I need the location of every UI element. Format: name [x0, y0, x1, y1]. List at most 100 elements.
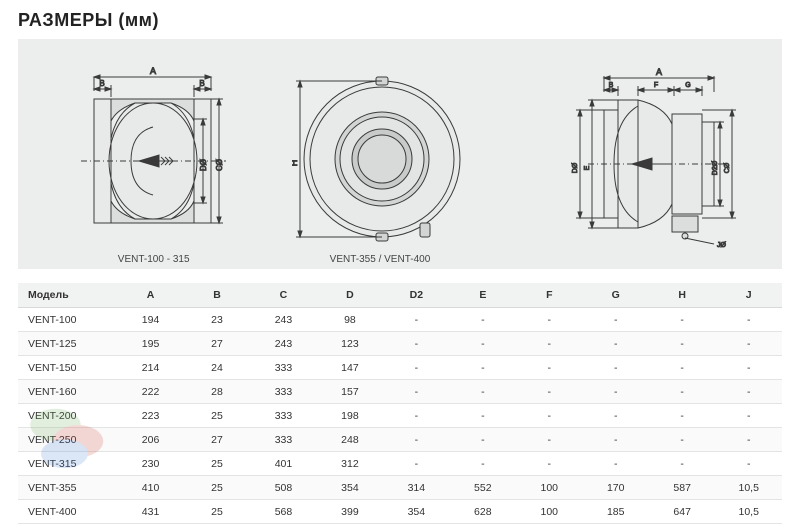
table-cell: -	[450, 452, 516, 476]
table-cell: -	[516, 404, 582, 428]
svg-text:B: B	[608, 82, 613, 89]
table-cell: 333	[250, 404, 316, 428]
col-header: A	[117, 283, 183, 308]
table-cell: 24	[184, 356, 250, 380]
table-cell: -	[516, 452, 582, 476]
table-cell: -	[450, 428, 516, 452]
table-cell: 628	[450, 500, 516, 524]
svg-text:A: A	[150, 66, 156, 76]
table-cell: 100	[516, 476, 582, 500]
table-cell: 354	[317, 476, 383, 500]
table-cell: -	[383, 404, 449, 428]
table-cell: -	[383, 332, 449, 356]
diagram-vent-small: A B B	[61, 63, 246, 248]
svg-text:JØ: JØ	[717, 242, 727, 249]
table-cell: -	[649, 404, 715, 428]
table-cell: 214	[117, 356, 183, 380]
diagram-vent-large-side: A B F G	[514, 66, 739, 251]
table-cell: 333	[250, 380, 316, 404]
table-cell: 98	[317, 308, 383, 332]
svg-text:E: E	[584, 165, 591, 170]
table-cell: -	[715, 380, 782, 404]
table-cell: -	[715, 356, 782, 380]
col-header: D2	[383, 283, 449, 308]
table-cell: VENT-100	[18, 308, 117, 332]
table-row: VENT-20022325333198------	[18, 404, 782, 428]
table-cell: -	[516, 356, 582, 380]
table-cell: 147	[317, 356, 383, 380]
table-cell: 354	[383, 500, 449, 524]
table-cell: 195	[117, 332, 183, 356]
table-row: VENT-1001942324398------	[18, 308, 782, 332]
table-cell: 401	[250, 452, 316, 476]
svg-text:H: H	[292, 160, 299, 167]
svg-text:B: B	[199, 79, 204, 88]
table-cell: 23	[184, 308, 250, 332]
table-cell: 314	[383, 476, 449, 500]
svg-text:B: B	[99, 79, 104, 88]
svg-text:DØ: DØ	[572, 162, 579, 173]
table-cell: 25	[184, 452, 250, 476]
table-cell: 312	[317, 452, 383, 476]
table-cell: 647	[649, 500, 715, 524]
table-cell: -	[583, 332, 649, 356]
table-cell: -	[715, 332, 782, 356]
table-cell: -	[383, 380, 449, 404]
table-cell: -	[583, 308, 649, 332]
table-cell: -	[715, 308, 782, 332]
table-cell: 248	[317, 428, 383, 452]
table-cell: 508	[250, 476, 316, 500]
table-cell: 10,5	[715, 500, 782, 524]
table-cell: -	[516, 380, 582, 404]
table-cell: -	[715, 452, 782, 476]
table-cell: 10,5	[715, 476, 782, 500]
table-cell: -	[450, 308, 516, 332]
svg-text:A: A	[656, 67, 662, 77]
table-cell: VENT-355	[18, 476, 117, 500]
table-cell: 123	[317, 332, 383, 356]
table-cell: 223	[117, 404, 183, 428]
table-cell: VENT-150	[18, 356, 117, 380]
table-cell: 100	[516, 500, 582, 524]
table-cell: -	[383, 428, 449, 452]
table-cell: 333	[250, 356, 316, 380]
table-cell: 431	[117, 500, 183, 524]
table-cell: -	[583, 404, 649, 428]
table-cell: 222	[117, 380, 183, 404]
table-cell: 170	[583, 476, 649, 500]
svg-text:CØ: CØ	[724, 162, 731, 173]
table-row: VENT-15021424333147------	[18, 356, 782, 380]
table-cell: 399	[317, 500, 383, 524]
col-header: Модель	[18, 283, 117, 308]
table-cell: 243	[250, 332, 316, 356]
table-cell: -	[450, 404, 516, 428]
col-header: B	[184, 283, 250, 308]
table-cell: -	[649, 332, 715, 356]
table-cell: 27	[184, 428, 250, 452]
table-cell: -	[450, 332, 516, 356]
table-cell: -	[583, 380, 649, 404]
table-cell: -	[649, 452, 715, 476]
diagram-caption-large: VENT-355 / VENT-400	[330, 254, 431, 265]
table-cell: 25	[184, 500, 250, 524]
dimensions-table: МодельABCDD2EFGHJ VENT-1001942324398----…	[18, 283, 782, 524]
col-header: C	[250, 283, 316, 308]
table-cell: -	[450, 380, 516, 404]
table-cell: 25	[184, 404, 250, 428]
table-row: VENT-16022228333157------	[18, 380, 782, 404]
table-cell: -	[450, 356, 516, 380]
col-header: E	[450, 283, 516, 308]
table-cell: 206	[117, 428, 183, 452]
table-cell: -	[383, 452, 449, 476]
table-cell: 157	[317, 380, 383, 404]
table-row: VENT-3554102550835431455210017058710,5	[18, 476, 782, 500]
svg-text:F: F	[654, 82, 658, 89]
svg-text:G: G	[685, 82, 690, 89]
page-title: РАЗМЕРЫ (мм)	[18, 10, 782, 31]
table-cell: -	[516, 428, 582, 452]
table-cell: VENT-400	[18, 500, 117, 524]
svg-text:D2Ø: D2Ø	[712, 160, 719, 175]
svg-text:CØ: CØ	[215, 159, 224, 171]
table-cell: -	[583, 356, 649, 380]
col-header: H	[649, 283, 715, 308]
